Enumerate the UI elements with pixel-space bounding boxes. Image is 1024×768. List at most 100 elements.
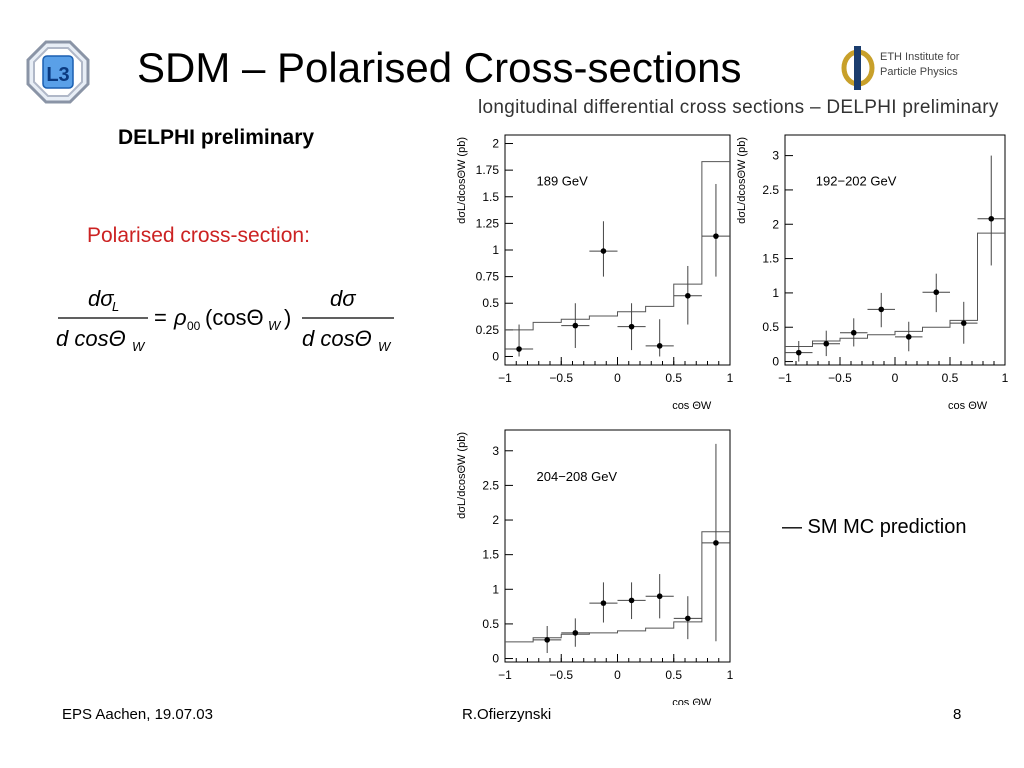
x-tick-label: −0.5 bbox=[549, 668, 573, 682]
data-point bbox=[823, 340, 830, 347]
eq-rho: ρ bbox=[173, 305, 187, 330]
y-tick-label: 0.5 bbox=[482, 617, 499, 631]
data-point bbox=[850, 329, 857, 336]
data-point bbox=[572, 630, 579, 636]
eth-logo: ETH Institute for Particle Physics bbox=[840, 42, 990, 92]
x-axis-label: cos ΘW bbox=[672, 400, 712, 412]
y-tick-label: 0.5 bbox=[762, 320, 779, 334]
x-tick-label: −1 bbox=[498, 371, 512, 385]
plot-frame bbox=[504, 134, 731, 366]
polarised-label: Polarised cross-section: bbox=[87, 224, 310, 247]
footer-page-number: 8 bbox=[953, 706, 962, 723]
data-point bbox=[572, 322, 579, 329]
data-point bbox=[656, 593, 663, 600]
polarised-equation: dσ L d cosΘ W = ρ 00 (cosΘ W ) dσ d cosΘ… bbox=[50, 280, 410, 360]
x-tick-label: 0 bbox=[614, 668, 621, 682]
x-tick-label: −1 bbox=[498, 668, 512, 682]
y-tick-label: 1 bbox=[772, 286, 779, 300]
slide-title: SDM – Polarised Cross-sections bbox=[137, 44, 742, 91]
data-point bbox=[713, 233, 719, 239]
y-tick-label: 2.5 bbox=[482, 478, 499, 492]
l3-logo-text: L3 bbox=[46, 64, 69, 86]
y-axis-label: dσL/dcosΘW (pb) bbox=[736, 137, 748, 224]
eq-rhs-den: d cosΘ bbox=[302, 326, 372, 351]
data-point bbox=[960, 320, 967, 326]
eq-rho-sub: 00 bbox=[187, 319, 201, 333]
y-tick-label: 1.25 bbox=[476, 216, 500, 230]
x-tick-label: −0.5 bbox=[549, 371, 573, 385]
y-tick-label: 1.75 bbox=[476, 163, 500, 177]
data-point bbox=[713, 540, 719, 546]
eth-text-line1: ETH Institute for bbox=[880, 51, 960, 63]
y-axis-label: dσL/dcosΘW (pb) bbox=[456, 137, 468, 224]
x-tick-label: −0.5 bbox=[828, 371, 852, 385]
eq-arg-sub: W bbox=[268, 318, 282, 333]
y-tick-label: 0.25 bbox=[476, 323, 500, 337]
y-tick-label: 3 bbox=[492, 444, 499, 458]
x-tick-label: 0 bbox=[614, 371, 621, 385]
data-point bbox=[544, 637, 550, 643]
mc-prediction-line bbox=[505, 531, 730, 643]
eq-lhs-den-sub: W bbox=[132, 339, 146, 354]
x-tick-label: 1 bbox=[727, 371, 734, 385]
eq-rhs-den-sub: W bbox=[378, 339, 392, 354]
chart-192-202gev: −1 −0.5 0 0.5 1 0 0.5 1 1.5 2 2.5 3 192−202 GeV dσL/d… bbox=[736, 134, 1009, 412]
energy-label: 192−202 GeV bbox=[816, 174, 897, 189]
eq-arg-close: ) bbox=[284, 305, 291, 330]
y-tick-label: 1.5 bbox=[482, 190, 499, 204]
eq-lhs-num: dσ bbox=[88, 286, 114, 311]
eq-arg: (cosΘ bbox=[205, 305, 264, 330]
y-tick-label: 0.75 bbox=[476, 270, 500, 284]
data-point bbox=[600, 600, 607, 606]
eq-equals: = bbox=[154, 305, 167, 330]
data-point bbox=[878, 306, 885, 313]
x-tick-label: −1 bbox=[778, 371, 792, 385]
plots-title: longitudinal differential cross sections… bbox=[478, 97, 999, 118]
x-tick-label: 0.5 bbox=[665, 371, 682, 385]
footer-author: R.Ofierzynski bbox=[462, 706, 552, 723]
y-axis-label: dσL/dcosΘW (pb) bbox=[456, 432, 468, 519]
eq-lhs-num-sub: L bbox=[112, 299, 119, 314]
plot-frame bbox=[504, 429, 731, 663]
y-tick-label: 2.5 bbox=[762, 183, 779, 197]
data-point bbox=[600, 248, 607, 254]
chart-189gev: −1 −0.5 0 0.5 1 0 0.25 0.5 0.75 1 1.25 1.5 1.75 2 189 … bbox=[456, 134, 734, 412]
y-tick-label: 1 bbox=[492, 582, 499, 596]
x-axis-label: cos ΘW bbox=[948, 400, 988, 412]
y-tick-label: 0 bbox=[492, 349, 499, 363]
data-point bbox=[905, 334, 912, 340]
l3-logo: L3 bbox=[26, 40, 90, 104]
eq-rhs-num: dσ bbox=[330, 286, 356, 311]
energy-label: 204−208 GeV bbox=[537, 469, 618, 484]
data-point bbox=[685, 615, 691, 622]
y-tick-label: 0.5 bbox=[482, 296, 499, 310]
x-tick-label: 1 bbox=[727, 668, 734, 682]
plot-frame bbox=[784, 134, 1006, 366]
y-tick-label: 2 bbox=[772, 217, 779, 231]
x-tick-label: 1 bbox=[1002, 371, 1009, 385]
y-tick-label: 1.5 bbox=[762, 252, 779, 266]
data-point bbox=[656, 343, 663, 349]
data-point bbox=[516, 346, 522, 352]
data-point bbox=[795, 349, 802, 356]
data-point bbox=[933, 289, 940, 296]
y-tick-label: 1.5 bbox=[482, 548, 499, 562]
data-point bbox=[685, 292, 691, 299]
x-tick-label: 0 bbox=[892, 371, 899, 385]
y-tick-label: 2 bbox=[492, 137, 499, 151]
eq-lhs-den: d cosΘ bbox=[56, 326, 126, 351]
x-tick-label: 0.5 bbox=[665, 668, 682, 682]
slide-subtitle: DELPHI preliminary bbox=[118, 126, 315, 149]
mc-legend: — SM MC prediction bbox=[782, 516, 967, 538]
y-tick-label: 1 bbox=[492, 243, 499, 257]
y-tick-label: 0 bbox=[492, 652, 499, 666]
x-tick-label: 0.5 bbox=[942, 371, 959, 385]
data-point bbox=[988, 215, 995, 222]
energy-label: 189 GeV bbox=[537, 174, 589, 189]
chart-204-208gev: −1 −0.5 0 0.5 1 0 0.5 1 1.5 2 2.5 3 204−208 GeV dσL/d… bbox=[456, 429, 734, 705]
x-axis-label: cos ΘW bbox=[672, 697, 712, 705]
footer-event: EPS Aachen, 19.07.03 bbox=[62, 706, 213, 723]
y-tick-label: 0 bbox=[772, 355, 779, 369]
y-tick-label: 3 bbox=[772, 149, 779, 163]
data-point bbox=[628, 597, 635, 604]
